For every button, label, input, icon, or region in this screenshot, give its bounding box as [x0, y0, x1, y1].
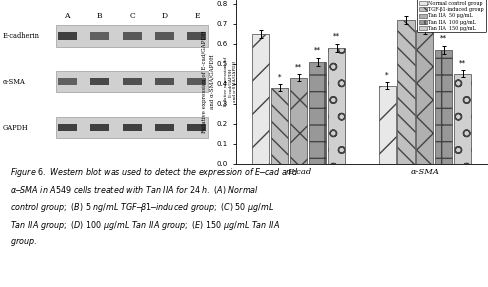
Bar [454, 74, 471, 164]
Bar [90, 32, 109, 40]
Bar [416, 30, 433, 164]
Legend: Normal control group, TGF-β1-induced group, Tan IIA  50 μg/mL, Tan IIA  100 μg/m: Normal control group, TGF-β1-induced gro… [417, 0, 486, 32]
Text: GAPDH: GAPDH [2, 124, 28, 132]
Bar [187, 32, 206, 40]
Bar [187, 78, 206, 86]
Text: **: ** [422, 15, 428, 23]
Text: $\bf{\it{Figure\ 6.}}$ $\it{Western\ blot\ was\ used\ to\ detect\ the\ expressio: $\bf{\it{Figure\ 6.}}$ $\it{Western\ blo… [10, 166, 298, 248]
Text: A: A [64, 12, 70, 20]
Text: α-SMA: α-SMA [2, 78, 25, 86]
Bar [90, 78, 109, 86]
Bar [56, 117, 208, 138]
Bar [328, 48, 345, 164]
Bar [290, 78, 307, 164]
Bar [435, 50, 452, 164]
Bar [56, 71, 208, 92]
Bar [58, 32, 77, 40]
Text: Relative expressions of
E-cad/GAPDH
and α-SMA/GAPDH: Relative expressions of E-cad/GAPDH and … [224, 57, 237, 106]
Bar [90, 124, 109, 131]
Bar [398, 20, 414, 164]
Text: *: * [386, 71, 389, 79]
Text: **: ** [440, 35, 447, 43]
Bar [122, 32, 142, 40]
Text: E: E [194, 12, 200, 20]
Text: **: ** [333, 33, 340, 41]
Bar [155, 32, 174, 40]
Text: D: D [162, 12, 167, 20]
Bar [122, 124, 142, 131]
Text: *: * [278, 73, 282, 81]
Bar [122, 78, 142, 86]
Bar [58, 78, 77, 86]
Text: C: C [129, 12, 135, 20]
Y-axis label: Relative expression of E-cad/GAPDH
and α-SMA/GAPDH: Relative expression of E-cad/GAPDH and α… [203, 30, 214, 133]
Bar [271, 88, 288, 164]
Bar [155, 78, 174, 86]
Bar [155, 124, 174, 131]
Text: **: ** [459, 59, 466, 67]
Bar [58, 124, 77, 131]
Bar [379, 86, 396, 164]
Bar [187, 124, 206, 131]
Bar [252, 34, 269, 164]
Text: B: B [97, 12, 102, 20]
Text: **: ** [295, 63, 302, 71]
Text: E-cadherin: E-cadherin [2, 32, 39, 40]
Bar [56, 25, 208, 46]
Bar [309, 62, 326, 164]
Text: **: ** [314, 47, 321, 55]
